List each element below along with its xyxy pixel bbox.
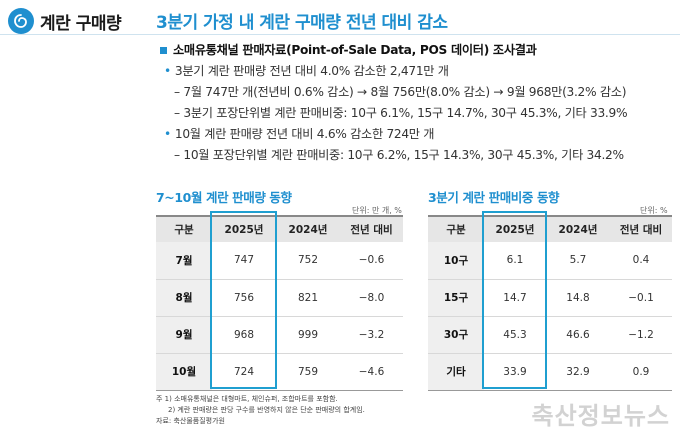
col-header: 전년 대비: [610, 215, 672, 242]
cell-yoy: −0.6: [340, 242, 403, 280]
col-header: 구분: [428, 215, 484, 242]
cell-2024: 46.6: [546, 316, 610, 354]
table2-title: 3분기 계란 판매비중 동향: [428, 190, 560, 205]
cell-2025: 724: [212, 353, 276, 391]
cell-2024: 759: [276, 353, 340, 391]
cell-yoy: −0.1: [610, 279, 672, 317]
cell-yoy: −3.2: [340, 316, 403, 354]
cell-2025: 14.7: [484, 279, 546, 317]
footnote-1: 주 1) 소매유통채널은 대형마트, 체인슈퍼, 조합마트를 포함함.: [156, 395, 338, 403]
sales-volume-table: 구분 2025년 2024년 전년 대비 7월 747 752 −0.6 8월 …: [156, 215, 403, 391]
col-header: 2024년: [546, 215, 610, 242]
bullet-q3: • 3분기 계란 판매량 전년 대비 4.0% 감소한 2,471만 개: [164, 64, 449, 78]
footnote-2: 2) 계란 판매량은 판당 구수를 반영하지 않은 단순 판매량의 합계임.: [168, 406, 365, 414]
cell-2024: 752: [276, 242, 340, 280]
summary-bullets: 소매유통채널 판매자료(Point-of-Sale Data, POS 데이터)…: [158, 40, 674, 166]
table-row: 기타 33.9 32.9 0.9: [428, 353, 672, 391]
table-row: 10구 6.1 5.7 0.4: [428, 242, 672, 280]
table-row: 8월 756 821 −8.0: [156, 279, 403, 317]
section-tag: 계란 구매량: [8, 8, 122, 34]
table-row: 30구 45.3 46.6 −1.2: [428, 316, 672, 354]
col-header: 2025년: [484, 215, 546, 242]
cell-2025: 33.9: [484, 353, 546, 391]
col-header: 2025년: [212, 215, 276, 242]
table-row: 10월 724 759 −4.6: [156, 353, 403, 391]
row-label: 15구: [428, 279, 484, 317]
row-label: 10구: [428, 242, 484, 280]
cell-2024: 32.9: [546, 353, 610, 391]
bullet-q3-monthly: – 7월 747만 개(전년비 0.6% 감소) → 8월 756만(8.0% …: [174, 85, 627, 99]
cell-2025: 45.3: [484, 316, 546, 354]
footnotes: 주 1) 소매유통채널은 대형마트, 체인슈퍼, 조합마트를 포함함. 2) 계…: [156, 394, 365, 427]
brand-logo-icon: [8, 8, 34, 34]
headline: 3분기 가정 내 계란 구매량 전년 대비 감소: [156, 13, 448, 33]
cell-2024: 821: [276, 279, 340, 317]
table-row: 9월 968 999 −3.2: [156, 316, 403, 354]
cell-yoy: 0.9: [610, 353, 672, 391]
table1-title: 7~10월 계란 판매량 동향: [156, 190, 292, 205]
cell-2024: 14.8: [546, 279, 610, 317]
row-label: 30구: [428, 316, 484, 354]
bullet-oct-share: – 10월 포장단위별 계란 판매비중: 10구 6.2%, 15구 14.3%…: [174, 148, 624, 162]
cell-2025: 756: [212, 279, 276, 317]
col-header: 전년 대비: [340, 215, 403, 242]
table-row: 7월 747 752 −0.6: [156, 242, 403, 280]
table2-unit: 단위: %: [640, 206, 668, 215]
bullet-q3-share: – 3분기 포장단위별 계란 판매비중: 10구 6.1%, 15구 14.7%…: [174, 106, 628, 120]
cell-2024: 999: [276, 316, 340, 354]
cell-yoy: −8.0: [340, 279, 403, 317]
dot-bullet-icon: •: [164, 64, 171, 78]
cell-2025: 6.1: [484, 242, 546, 280]
table1-unit: 단위: 만 개, %: [352, 206, 402, 215]
cell-2025: 968: [212, 316, 276, 354]
table-row: 15구 14.7 14.8 −0.1: [428, 279, 672, 317]
row-label: 기타: [428, 353, 484, 391]
section-title: 계란 구매량: [40, 13, 122, 34]
dot-bullet-icon: •: [164, 127, 171, 141]
row-label: 10월: [156, 353, 212, 391]
cell-yoy: 0.4: [610, 242, 672, 280]
row-label: 7월: [156, 242, 212, 280]
bullet-oct: • 10월 계란 판매량 전년 대비 4.6% 감소한 724만 개: [164, 127, 435, 141]
row-label: 8월: [156, 279, 212, 317]
divider: [0, 34, 680, 35]
row-label: 9월: [156, 316, 212, 354]
cell-2024: 5.7: [546, 242, 610, 280]
square-bullet-icon: [160, 47, 167, 54]
cell-yoy: −4.6: [340, 353, 403, 391]
share-table: 구분 2025년 2024년 전년 대비 10구 6.1 5.7 0.4 15구…: [428, 215, 672, 391]
cell-yoy: −1.2: [610, 316, 672, 354]
source-note: 자료: 축산물품질평가원: [156, 417, 225, 425]
cell-2025: 747: [212, 242, 276, 280]
col-header: 2024년: [276, 215, 340, 242]
watermark: 축산정보뉴스: [531, 402, 670, 430]
bullet-main: 소매유통채널 판매자료(Point-of-Sale Data, POS 데이터)…: [158, 40, 674, 61]
col-header: 구분: [156, 215, 212, 242]
